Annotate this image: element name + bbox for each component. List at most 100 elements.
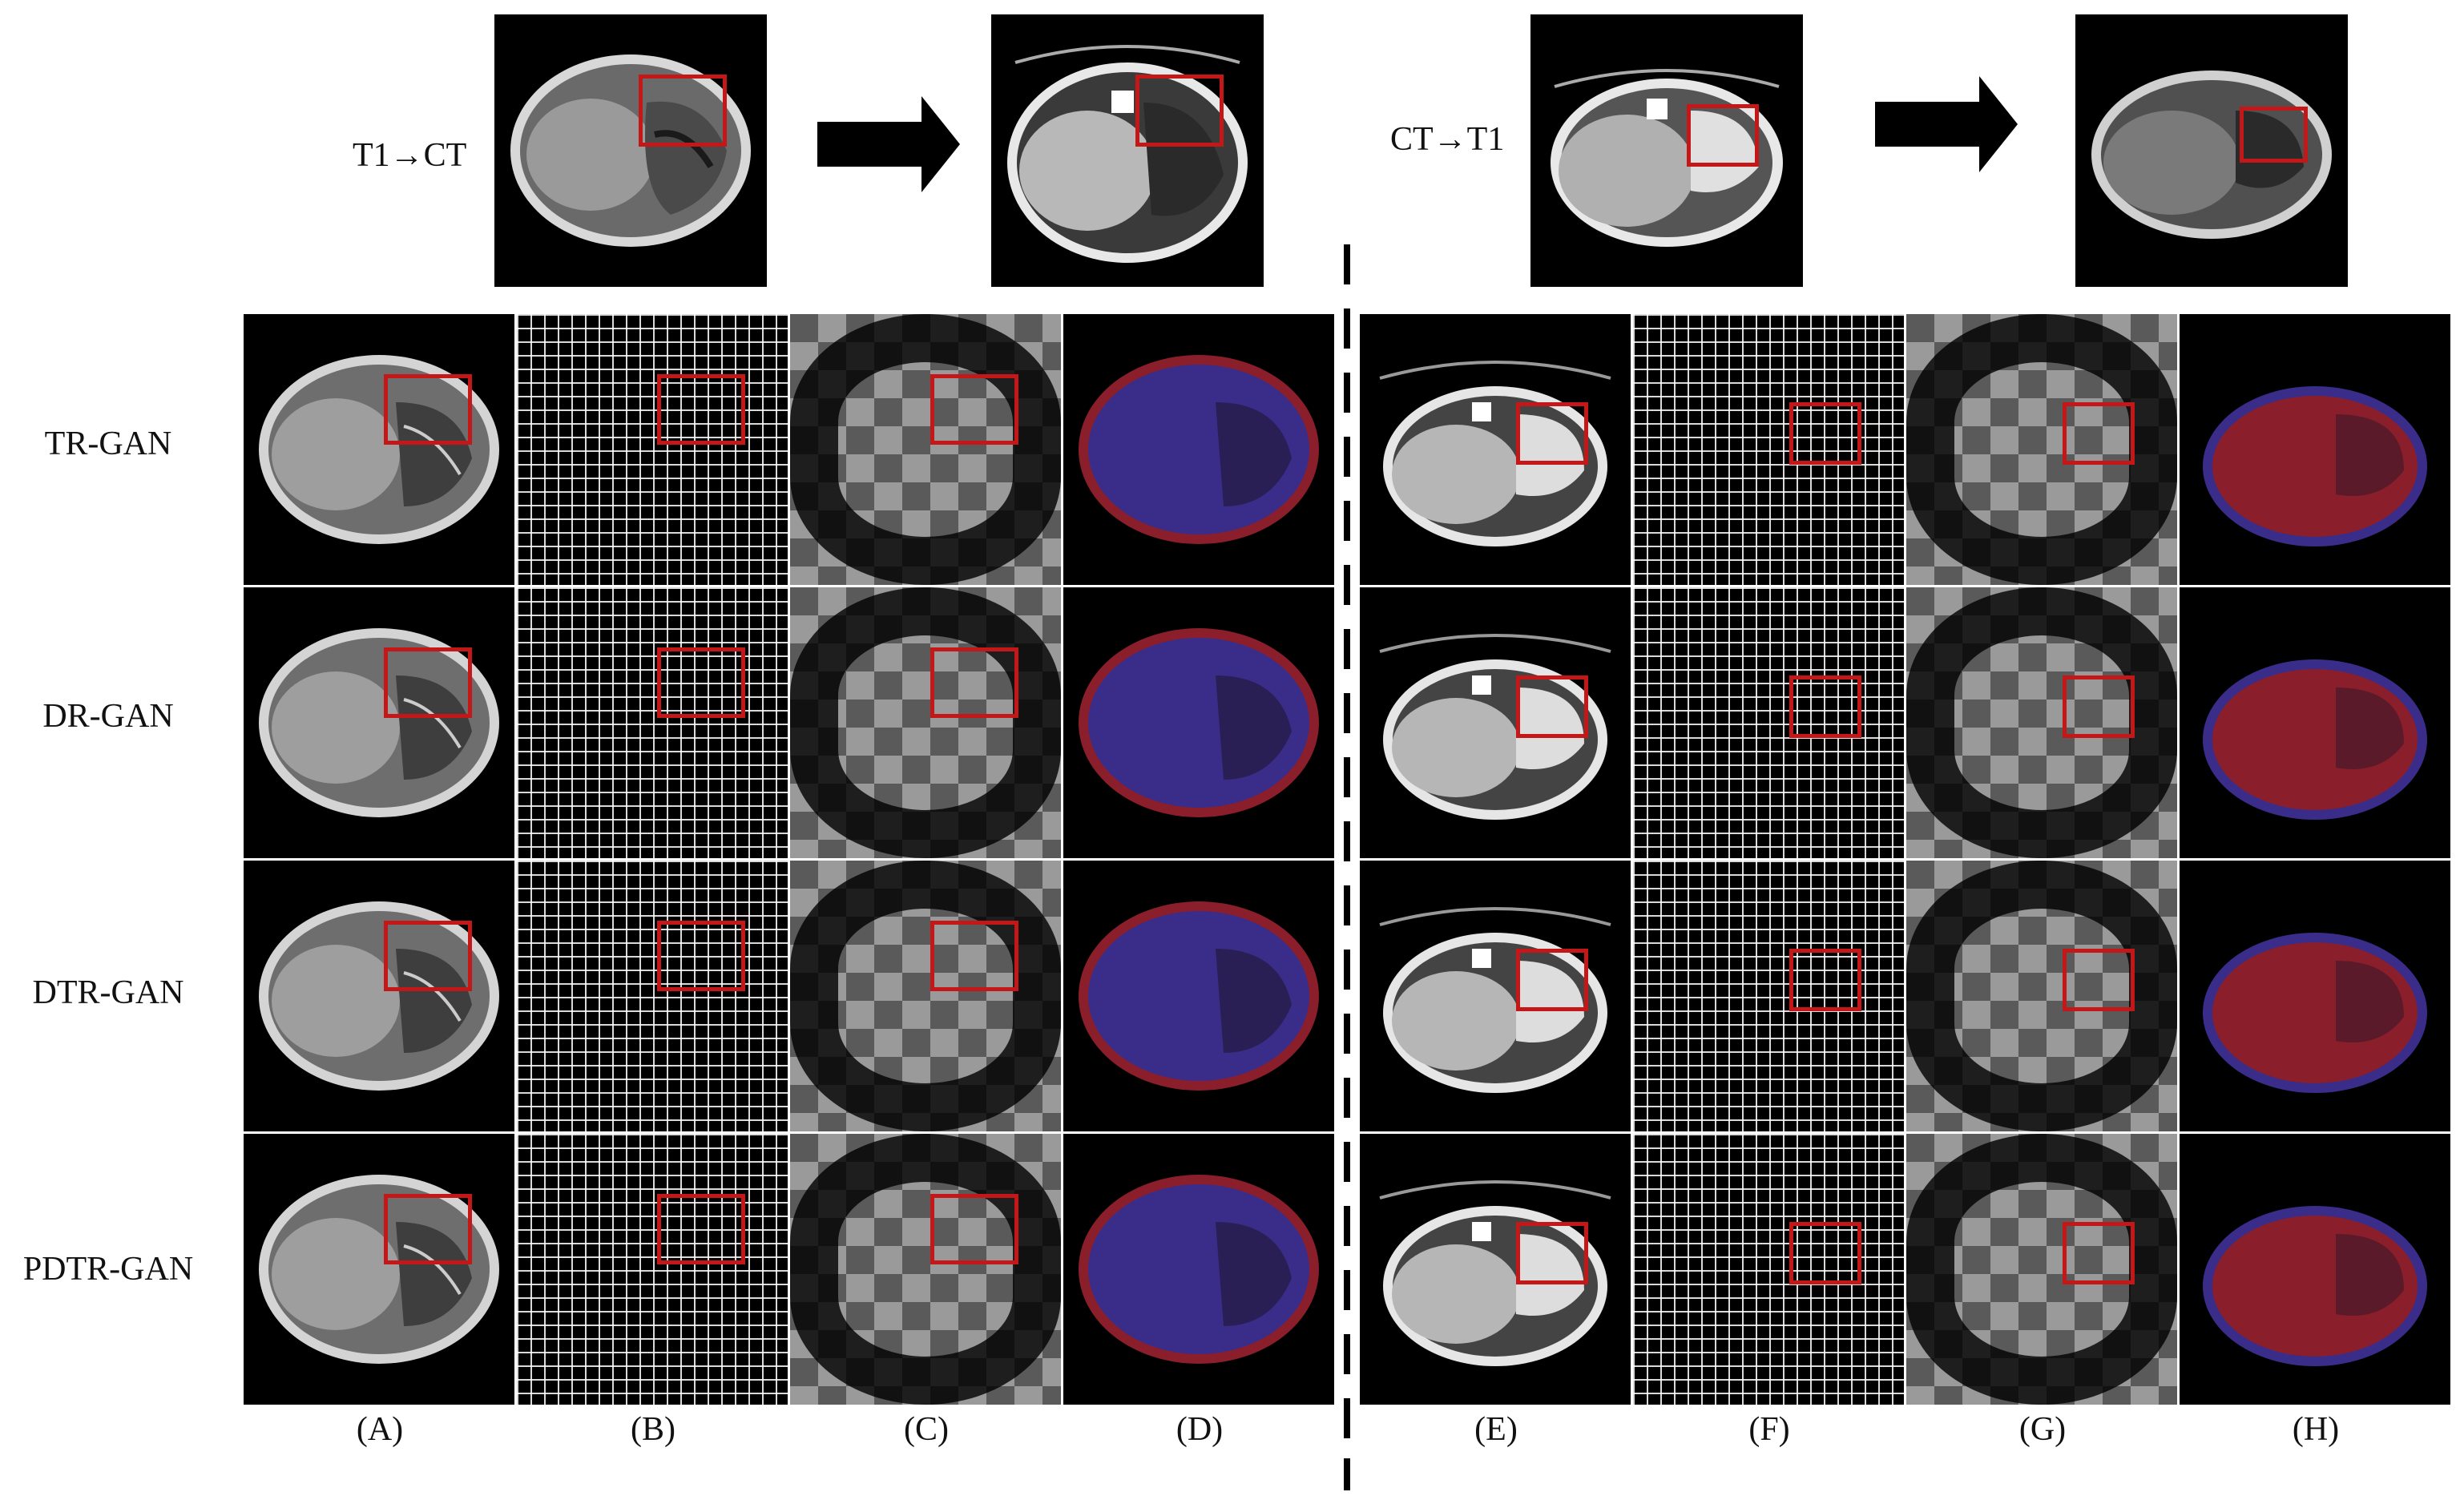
highlight-box (2063, 402, 2135, 465)
direction-label-t1-to-ct: T1→CT (353, 137, 467, 174)
highlight-box (930, 374, 1018, 445)
column-label-h: (H) (2292, 1411, 2340, 1448)
result-panel-pdtr-gan-g (1906, 1134, 2177, 1405)
column-label-e: (E) (1474, 1411, 1518, 1448)
result-panel-dr-gan-g (1906, 587, 2177, 858)
result-panel-dtr-gan-e (1360, 861, 1631, 1131)
highlight-box (1789, 1222, 1861, 1284)
result-panel-pdtr-gan-e (1360, 1134, 1631, 1405)
checkerboard-mask (1906, 587, 2177, 858)
highlight-box (1789, 402, 1861, 465)
result-panel-dtr-gan-g (1906, 861, 2177, 1131)
result-panel-pdtr-gan-c (790, 1134, 1061, 1405)
target-ct-image (991, 14, 1264, 287)
result-panel-dr-gan-b (517, 587, 788, 858)
arrow-right-icon (1875, 76, 2018, 172)
arrow-right-icon (817, 96, 960, 192)
checkerboard-mask (790, 861, 1061, 1131)
highlight-box (657, 921, 745, 991)
result-panel-tr-gan-f (1633, 314, 1904, 585)
checkerboard-mask (1906, 861, 2177, 1131)
divider-dash (1344, 1270, 1350, 1310)
row-label-dtr-gan: DTR-GAN (32, 974, 184, 1011)
result-panel-tr-gan-a (244, 314, 514, 585)
highlight-box (2240, 107, 2308, 163)
result-panel-pdtr-gan-f (1633, 1134, 1904, 1405)
column-label-a: (A) (356, 1411, 404, 1448)
target-t1-image (2075, 14, 2348, 287)
result-panel-pdtr-gan-d (1063, 1134, 1334, 1405)
result-panel-tr-gan-e (1360, 314, 1631, 585)
result-panel-dtr-gan-d (1063, 861, 1334, 1131)
highlight-box (2063, 1222, 2135, 1284)
result-panel-dr-gan-a (244, 587, 514, 858)
highlight-box (1516, 402, 1588, 465)
result-panel-tr-gan-c (790, 314, 1061, 585)
result-panel-dr-gan-c (790, 587, 1061, 858)
highlight-box (2063, 675, 2135, 738)
divider-dash (1344, 308, 1350, 349)
checkerboard-mask (1906, 314, 2177, 585)
divider-dash (1344, 885, 1350, 925)
highlight-box (930, 1194, 1018, 1264)
column-label-g: (G) (2018, 1411, 2067, 1448)
divider-dash (1344, 629, 1350, 669)
highlight-box (384, 1194, 472, 1264)
divider-dash (1344, 565, 1350, 605)
highlight-box (639, 75, 727, 147)
highlight-box (2063, 949, 2135, 1011)
divider-dash (1344, 757, 1350, 797)
direction-label-ct-to-t1: CT→T1 (1390, 121, 1505, 158)
highlight-box (1789, 675, 1861, 738)
divider-dash (1344, 821, 1350, 861)
highlight-box (1516, 675, 1588, 738)
row-label-dr-gan: DR-GAN (42, 698, 174, 735)
result-panel-dr-gan-e (1360, 587, 1631, 858)
result-panel-tr-gan-g (1906, 314, 2177, 585)
highlight-box (1687, 104, 1759, 167)
divider-dash (1344, 1142, 1350, 1182)
highlight-box (657, 647, 745, 718)
checkerboard-mask (1906, 1134, 2177, 1405)
divider-dash (1344, 693, 1350, 733)
result-panel-tr-gan-b (517, 314, 788, 585)
result-panel-dtr-gan-h (2180, 861, 2450, 1131)
divider-dash (1344, 950, 1350, 990)
result-panel-dr-gan-d (1063, 587, 1334, 858)
result-panel-pdtr-gan-b (517, 1134, 788, 1405)
divider-dash (1344, 1458, 1350, 1490)
divider-dash (1344, 437, 1350, 477)
divider-dash (1344, 1398, 1350, 1438)
source-t1-image (494, 14, 767, 287)
result-panel-dtr-gan-c (790, 861, 1061, 1131)
result-panel-dtr-gan-f (1633, 861, 1904, 1131)
highlight-box (1516, 949, 1588, 1011)
divider-dash (1344, 1206, 1350, 1246)
result-panel-dtr-gan-b (517, 861, 788, 1131)
highlight-box (1789, 949, 1861, 1011)
column-label-b: (B) (631, 1411, 675, 1448)
divider-dash (1344, 373, 1350, 413)
row-label-pdtr-gan: PDTR-GAN (22, 1251, 194, 1288)
checkerboard-mask (790, 587, 1061, 858)
highlight-box (930, 647, 1018, 718)
result-panel-tr-gan-d (1063, 314, 1334, 585)
highlight-box (657, 1194, 745, 1264)
highlight-box (384, 647, 472, 718)
result-panel-pdtr-gan-h (2180, 1134, 2450, 1405)
highlight-box (657, 374, 745, 445)
divider-dash (1344, 501, 1350, 541)
result-panel-pdtr-gan-a (244, 1134, 514, 1405)
row-label-tr-gan: TR-GAN (44, 425, 172, 462)
highlight-box (1516, 1222, 1588, 1284)
column-label-f: (F) (1748, 1411, 1790, 1448)
column-label-c: (C) (904, 1411, 949, 1448)
divider-dash (1344, 1078, 1350, 1118)
divider-dash (1344, 244, 1350, 284)
highlight-box (1135, 75, 1224, 147)
source-ct-image (1530, 14, 1803, 287)
result-panel-dr-gan-h (2180, 587, 2450, 858)
result-panel-dr-gan-f (1633, 587, 1904, 858)
highlight-box (384, 921, 472, 991)
result-panel-dtr-gan-a (244, 861, 514, 1131)
